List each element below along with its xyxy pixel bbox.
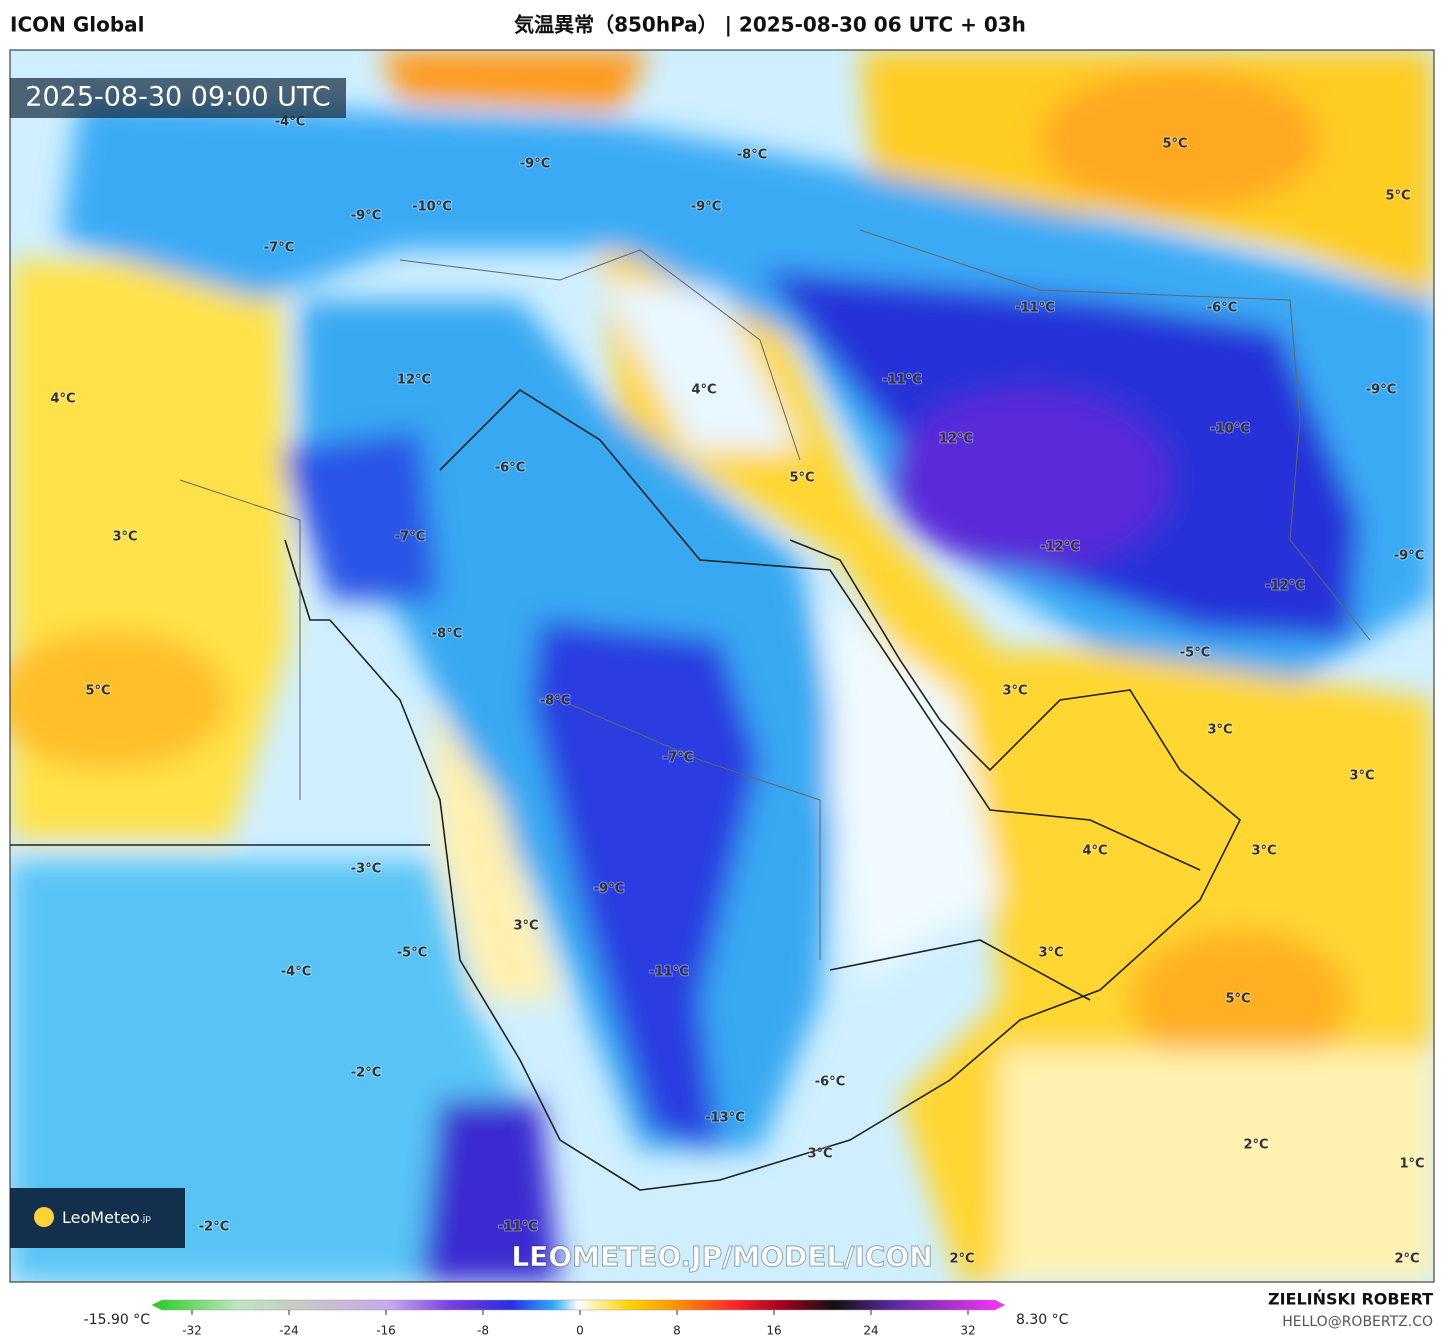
map-frame: [9, 49, 1435, 1283]
map-label: -12°C: [1040, 540, 1080, 555]
map-label: 4°C: [1082, 844, 1107, 859]
colorbar-min: -15.90 °C: [84, 1312, 151, 1328]
logo-text: LeoMeteo.jp: [62, 1208, 151, 1227]
map-label: -3°C: [351, 862, 381, 877]
colorbar: -15.90 °C 8.30 °C -32 -24 -16 -8 0 8 16 24 32: [84, 1299, 1069, 1338]
map-label: -6°C: [495, 461, 525, 476]
map-label: -9°C: [691, 200, 721, 215]
map-label: -9°C: [1394, 549, 1424, 564]
map-label: 3°C: [513, 919, 538, 934]
watermark-url: LEOMETEO.JP/MODEL/ICON: [511, 1240, 932, 1273]
map-label: 4°C: [50, 392, 75, 407]
map-label: 2°C: [1394, 1252, 1419, 1267]
colorbar-tick-label: 32: [960, 1324, 975, 1338]
map-label: 5°C: [789, 471, 814, 486]
map-label: 5°C: [1162, 137, 1187, 152]
colorbar-tick-label: -8: [477, 1324, 489, 1338]
logo-suffix: .jp: [140, 1214, 151, 1224]
map-label: -2°C: [199, 1220, 229, 1235]
map-label: -8°C: [540, 694, 570, 709]
map-label: 5°C: [1225, 992, 1250, 1007]
map-label: 3°C: [112, 530, 137, 545]
credit-name: ZIELIŃSKI ROBERT: [1268, 1290, 1433, 1309]
colorbar-tick-label: 8: [673, 1324, 681, 1338]
map-label: 2°C: [1243, 1138, 1268, 1153]
colorbar-ramp: [151, 1299, 1006, 1311]
map-label: -11°C: [498, 1220, 538, 1235]
map-label: 3°C: [1207, 723, 1232, 738]
map-label: 3°C: [1002, 684, 1027, 699]
map-label: -10°C: [1210, 422, 1250, 437]
map-label: -13°C: [705, 1111, 745, 1126]
timestamp-box: [10, 78, 346, 118]
map-label: -2°C: [351, 1066, 381, 1081]
map-label: 2°C: [949, 1252, 974, 1267]
map-label: -6°C: [815, 1075, 845, 1090]
map-label: -11°C: [649, 965, 689, 980]
map: -4°C -9°C -8°C 5°C 5°C -9°C -10°C -9°C -7°C -11°C…: [10, 50, 1434, 1282]
map-label: 3°C: [1349, 769, 1374, 784]
colorbar-tick-label: -16: [376, 1324, 396, 1338]
map-label: -5°C: [397, 946, 427, 961]
map-label: -8°C: [432, 627, 462, 642]
map-label: 3°C: [807, 1147, 832, 1162]
credit-email: HELLO@ROBERTZ.CO: [1282, 1314, 1433, 1330]
map-label: -7°C: [663, 751, 693, 766]
map-label: -4°C: [281, 965, 311, 980]
map-label: 12°C: [397, 373, 431, 388]
map-label: -10°C: [412, 200, 452, 215]
logo-sun: [34, 1207, 54, 1227]
map-label: -9°C: [520, 157, 550, 172]
map-label: -7°C: [264, 241, 294, 256]
map-label: -9°C: [351, 209, 381, 224]
timestamp: 2025-08-30 09:00 UTC: [25, 82, 330, 113]
map-label: 3°C: [1251, 844, 1276, 859]
map-title: 気温異常（850hPa） | 2025-08-30 06 UTC + 03h: [514, 13, 1026, 37]
colorbar-tick-label: -32: [182, 1324, 202, 1338]
colorbar-tick-label: -24: [279, 1324, 299, 1338]
map-label: 4°C: [691, 383, 716, 398]
colorbar-tick-label: 0: [576, 1324, 584, 1338]
map-label: 12°C: [939, 432, 973, 447]
map-label: -6°C: [1207, 301, 1237, 316]
map-label: -7°C: [395, 530, 425, 545]
map-label: -8°C: [737, 148, 767, 163]
map-label: -5°C: [1180, 646, 1210, 661]
colorbar-tick-label: 16: [766, 1324, 781, 1338]
map-label: 3°C: [1038, 946, 1063, 961]
logo-brand: LeoMeteo: [62, 1208, 140, 1227]
model-name: ICON Global: [10, 13, 145, 37]
map-label: 1°C: [1399, 1157, 1424, 1172]
map-labels: -4°C -9°C -8°C 5°C 5°C -9°C -10°C -9°C -7°C -11°C…: [49, 114, 1425, 1268]
map-label: 5°C: [85, 684, 110, 699]
map-label: -9°C: [594, 882, 624, 897]
colorbar-tick-label: 24: [863, 1324, 878, 1338]
map-label: 5°C: [1385, 189, 1410, 204]
map-label: -9°C: [1366, 383, 1396, 398]
map-label: -11°C: [882, 373, 922, 388]
colorbar-max: 8.30 °C: [1016, 1312, 1069, 1328]
map-label: -12°C: [1265, 579, 1305, 594]
map-label: -11°C: [1015, 301, 1055, 316]
